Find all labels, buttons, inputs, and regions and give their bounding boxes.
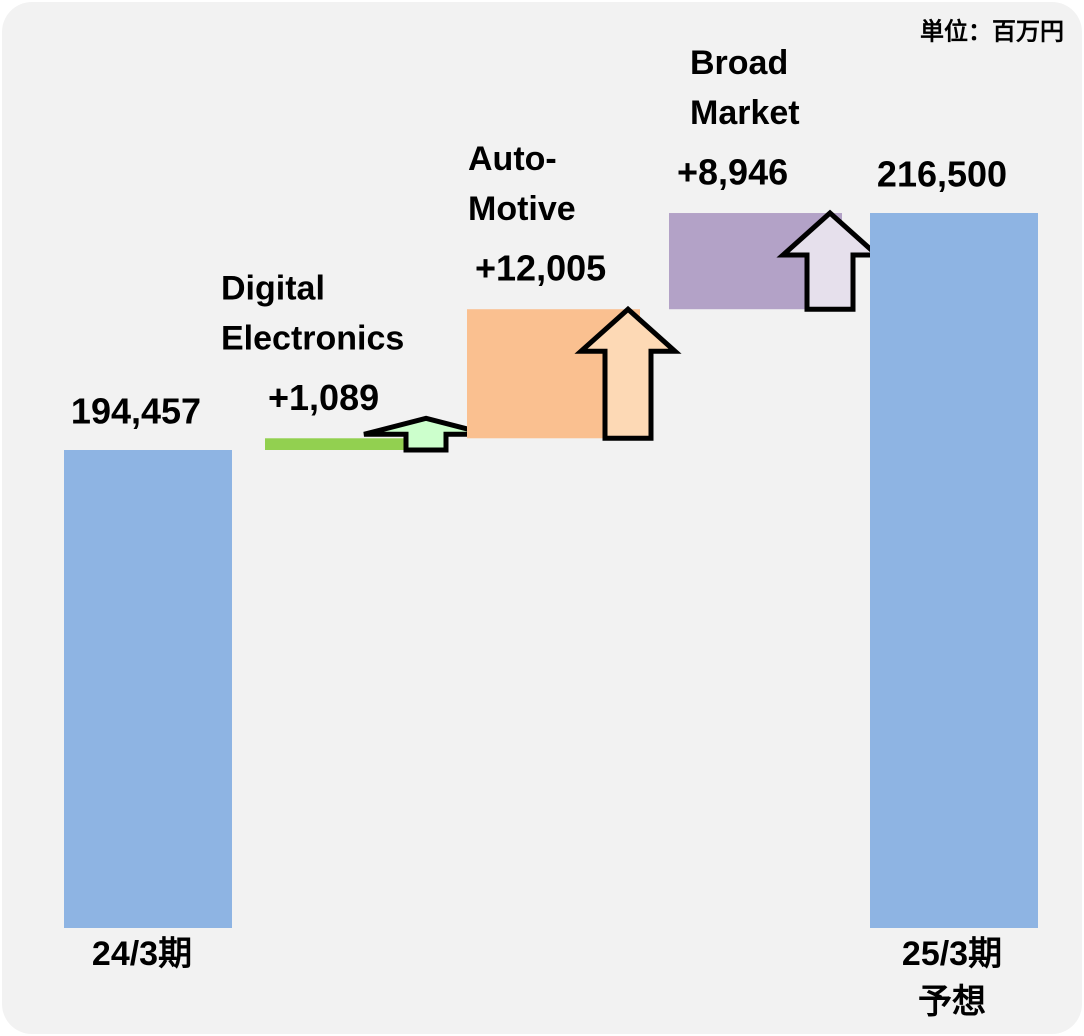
value-label: +12,005 — [475, 248, 606, 289]
bar — [265, 438, 405, 450]
category-label: Auto- — [468, 140, 557, 178]
category-label: 予想 — [918, 983, 986, 1021]
category-label: Electronics — [221, 319, 404, 357]
bar — [64, 450, 232, 928]
unit-note: 単位：百万円 — [920, 17, 1064, 45]
value-label: +1,089 — [268, 377, 379, 418]
category-label: Motive — [468, 190, 576, 228]
value-label: 194,457 — [71, 391, 201, 432]
category-label: Market — [690, 94, 800, 132]
category-label: Digital — [221, 269, 325, 307]
category-label: 24/3期 — [92, 935, 192, 973]
category-label: 25/3期 — [902, 935, 1002, 973]
value-label: 216,500 — [877, 154, 1007, 195]
value-label: +8,946 — [677, 152, 788, 193]
arrow — [574, 305, 682, 441]
bar — [870, 213, 1038, 928]
category-label: Broad — [690, 44, 788, 82]
